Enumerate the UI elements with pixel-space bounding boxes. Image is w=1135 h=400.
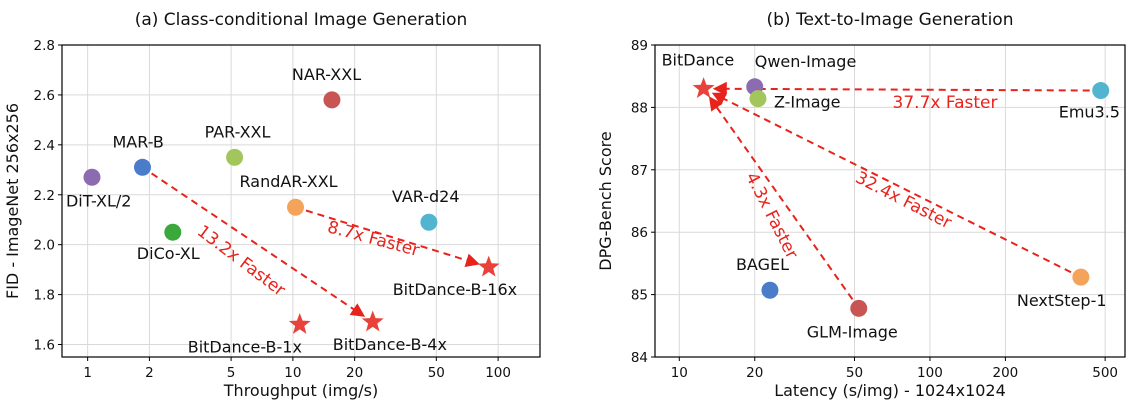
point-label-randar-xxl: RandAR-XXL [240,172,338,191]
panel-class-conditional: 1 2 5 10 20 50 100 1.6 1.8 2.0 2.2 2.4 2.6 2.8 (a) Cla… [3,10,541,400]
y-tick-label: 2.0 [34,238,55,254]
point-label-emu3-5: Emu3.5 [1059,103,1120,122]
point-z-image [749,90,767,108]
point-label-var-d24: VAR-d24 [392,187,460,206]
x-tick-label: 100 [917,365,943,381]
x-tick-label: 20 [346,365,363,381]
x-tick-label: 200 [993,365,1019,381]
point-var-d24 [420,213,438,231]
x-tick-label: 50 [846,365,863,381]
point-label-z-image: Z-Image [774,93,841,112]
point-label-nextstep-1: NextStep-1 [1017,291,1107,310]
speedup-label: 32.4x Faster [852,168,955,233]
point-bitdance-b-16x-star [477,255,500,277]
point-bitdance-star [692,77,715,98]
x-axis-label: Throughput (img/s) [223,381,378,400]
x-axis-label: Latency (s/img) - 1024x1024 [774,381,1006,400]
point-label-glm-image: GLM-Image [807,322,898,341]
chart-title: (b) Text-to-Image Generation [767,10,1014,30]
point-bitdance-b-4x-star [361,310,384,332]
point-dico-xl [164,223,182,241]
speedup-arrow [151,172,366,317]
speedup-arrow [305,209,480,267]
x-tick-label: 1 [83,365,92,381]
y-tick-label: 86 [631,225,648,241]
point-randar-xxl [287,198,305,216]
point-emu3-5 [1092,82,1110,100]
point-label-dit-xl-2: DiT-XL/2 [66,191,132,210]
point-glm-image [850,299,868,317]
y-tick-label: 84 [631,350,648,366]
x-tick-label: 50 [428,365,445,381]
point-label-par-xxl: PAR-XXL [205,122,271,141]
point-dit-xl-2 [83,168,101,186]
speedup-arrow [708,96,854,300]
x-tick-label: 500 [1092,365,1118,381]
panel-text-to-image: 10 20 50 100 200 500 84 85 86 87 88 89 (b) Text-to-I… [596,10,1126,400]
point-label-bitdance-b-4x: BitDance-B-4x [333,335,447,354]
y-tick-label: 2.4 [34,138,55,154]
y-tick-label: 88 [631,100,648,116]
point-label-nar-xxl: NAR-XXL [292,65,361,84]
point-mar-b [133,158,151,176]
speedup-arrow [712,81,1090,96]
point-nextstep-1 [1072,268,1090,286]
y-tick-label: 1.6 [34,338,55,354]
point-label-mar-b: MAR-B [112,132,163,151]
point-label-bitdance: BitDance [662,51,735,70]
speedup-label: 13.2x Faster [193,221,289,300]
x-tick-label: 20 [746,365,763,381]
y-tick-label: 1.8 [34,288,55,304]
point-nar-xxl [323,91,341,109]
point-label-bitdance-b-1x: BitDance-B-1x [188,338,302,357]
y-axis-label: FID - ImageNet 256x256 [3,103,22,299]
point-par-xxl [226,148,244,166]
speedup-arrow [711,92,1072,274]
point-bagel [761,281,779,299]
y-tick-label: 2.2 [34,188,55,204]
y-tick-label: 85 [631,288,648,304]
speedup-label: 8.7x Faster [325,217,421,261]
point-label-bitdance-b-16x: BitDance-B-16x [393,280,517,299]
point-label-dico-xl: DiCo-XL [137,244,200,263]
x-tick-label: 100 [485,365,511,381]
speedup-label: 37.7x Faster [893,93,998,113]
plot-frame [654,44,1126,358]
chart-title: (a) Class-conditional Image Generation [135,10,468,30]
point-label-qwen-image: Qwen-Image [755,52,857,71]
x-tick-label: 10 [284,365,301,381]
x-tick-label: 2 [145,365,154,381]
y-tick-label: 2.8 [34,38,55,54]
y-tick-label: 87 [631,163,648,179]
x-tick-label: 5 [227,365,236,381]
y-tick-label: 89 [631,38,648,54]
y-tick-label: 2.6 [34,88,55,104]
point-bitdance-b-1x-star [288,313,311,334]
point-label-bagel: BAGEL [736,255,789,274]
plot-frame [61,44,541,358]
x-tick-label: 10 [671,365,688,381]
y-axis-label: DPG-Bench Score [596,131,615,270]
